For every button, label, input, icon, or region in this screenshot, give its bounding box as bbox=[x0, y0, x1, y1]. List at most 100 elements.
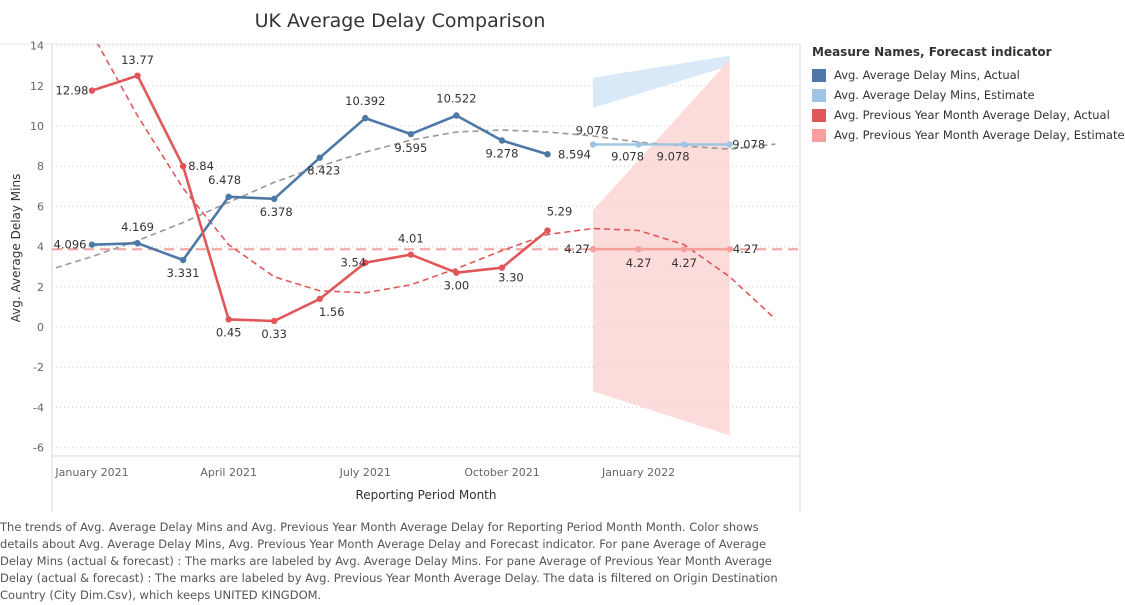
y-tick-label: 0 bbox=[37, 321, 44, 334]
series-line bbox=[91, 74, 549, 323]
y-tick-label: 4 bbox=[37, 241, 44, 254]
data-label: 6.378 bbox=[260, 205, 293, 219]
data-label: 10.522 bbox=[436, 92, 476, 106]
x-tick-label: January 2021 bbox=[54, 466, 128, 479]
x-tick-label: July 2021 bbox=[339, 466, 391, 479]
y-tick-label: 2 bbox=[37, 281, 44, 294]
y-axis-title: Avg. Average Delay Mins bbox=[9, 174, 23, 323]
y-tick-label: 6 bbox=[37, 200, 44, 213]
y-tick-label: -2 bbox=[33, 361, 44, 374]
data-point bbox=[316, 295, 323, 303]
data-label: 3.00 bbox=[444, 279, 470, 293]
legend-item[interactable]: Avg. Average Delay Mins, Estimate bbox=[812, 85, 1122, 105]
data-label: 13.77 bbox=[121, 53, 154, 67]
data-point bbox=[271, 317, 278, 325]
data-label: 3.54 bbox=[340, 256, 366, 270]
chart-title: UK Average Delay Comparison bbox=[255, 10, 546, 32]
x-tick-label: April 2021 bbox=[200, 466, 257, 479]
data-point bbox=[589, 246, 597, 253]
legend-label: Avg. Previous Year Month Average Delay, … bbox=[834, 108, 1110, 122]
data-point bbox=[680, 246, 688, 253]
data-point bbox=[544, 151, 551, 158]
data-point bbox=[407, 130, 415, 138]
data-label: 5.29 bbox=[547, 205, 573, 219]
data-label: 9.278 bbox=[485, 147, 518, 161]
data-point bbox=[589, 141, 597, 148]
y-tick-label: 8 bbox=[37, 160, 44, 173]
x-tick-label: January 2022 bbox=[601, 466, 675, 479]
data-label: 9.078 bbox=[576, 124, 609, 138]
data-point bbox=[680, 141, 688, 148]
data-point bbox=[362, 259, 369, 266]
data-point bbox=[453, 112, 460, 119]
data-point bbox=[179, 163, 187, 170]
data-label: 4.096 bbox=[54, 238, 87, 252]
data-label: 6.478 bbox=[208, 173, 241, 187]
legend-title: Measure Names, Forecast indicator bbox=[812, 45, 1052, 59]
data-point bbox=[316, 154, 323, 161]
data-point bbox=[453, 269, 460, 276]
data-label: 9.078 bbox=[657, 150, 690, 164]
data-point bbox=[635, 141, 642, 148]
legend-label: Avg. Average Delay Mins, Estimate bbox=[834, 88, 1035, 102]
data-label: 3.30 bbox=[498, 271, 524, 285]
data-label: 8.594 bbox=[558, 147, 591, 161]
data-label: 9.078 bbox=[611, 150, 644, 164]
forecast-band bbox=[593, 59, 730, 436]
legend-swatch bbox=[812, 128, 826, 142]
data-point bbox=[134, 72, 141, 79]
data-label: 4.01 bbox=[398, 232, 424, 246]
legend-swatch bbox=[812, 108, 826, 122]
x-axis-title: Reporting Period Month bbox=[356, 488, 497, 502]
data-point bbox=[407, 251, 415, 258]
data-labels: 4.096 4.169 3.331 6.478 6.378 8.423 10.392 9.59… bbox=[54, 53, 766, 341]
chart-caption: The trends of Avg. Average Delay Mins an… bbox=[0, 520, 778, 602]
x-tick-label: October 2021 bbox=[464, 466, 540, 479]
legend-item[interactable]: Avg. Previous Year Month Average Delay, … bbox=[812, 125, 1125, 145]
data-point bbox=[498, 137, 506, 144]
legend-swatch bbox=[812, 68, 826, 82]
y-tick-label: -4 bbox=[33, 401, 44, 414]
data-label: 10.392 bbox=[345, 94, 385, 108]
y-tick-label: 12 bbox=[30, 80, 44, 93]
x-axis: January 2021 April 2021 July 2021 October 2… bbox=[54, 466, 675, 479]
data-label: 1.56 bbox=[319, 305, 345, 319]
y-tick-label: 14 bbox=[30, 40, 44, 53]
data-label: 3.331 bbox=[167, 266, 200, 280]
grid-lines bbox=[52, 45, 800, 449]
data-label: 8.84 bbox=[188, 159, 214, 173]
data-point bbox=[726, 141, 733, 148]
data-points bbox=[88, 72, 733, 325]
series-line bbox=[91, 114, 548, 262]
data-point bbox=[225, 193, 232, 200]
data-label: 8.423 bbox=[307, 164, 340, 178]
y-tick-label: -6 bbox=[33, 442, 44, 455]
data-label: 4.27 bbox=[564, 242, 590, 256]
line-chart: UK Average Delay Comparison 4.096 4.169 3.… bbox=[0, 10, 801, 512]
data-point bbox=[88, 241, 96, 248]
legend-item[interactable]: Avg. Average Delay Mins, Actual bbox=[812, 65, 1122, 85]
y-axis: 14 12 10 8 6 4 2 0 -2 -4 -6 bbox=[30, 40, 44, 455]
legend-label: Avg. Previous Year Month Average Delay, … bbox=[834, 128, 1125, 142]
data-point bbox=[88, 87, 96, 94]
data-point bbox=[179, 256, 187, 264]
data-label: 4.27 bbox=[733, 242, 759, 256]
data-label: 4.27 bbox=[626, 256, 652, 270]
data-point bbox=[726, 246, 733, 253]
data-point bbox=[225, 316, 232, 323]
trend-line bbox=[96, 44, 776, 320]
data-point bbox=[544, 227, 551, 234]
data-label: 9.595 bbox=[394, 141, 427, 155]
data-label: 9.078 bbox=[732, 138, 765, 152]
data-label: 12.98 bbox=[56, 84, 89, 98]
plot-area bbox=[0, 43, 801, 512]
legend: Measure Names, Forecast indicator Avg. A… bbox=[812, 45, 1125, 145]
forecast-bands bbox=[52, 55, 800, 436]
data-label: 4.27 bbox=[671, 256, 697, 270]
data-label: 0.45 bbox=[216, 325, 242, 339]
legend-label: Avg. Average Delay Mins, Actual bbox=[834, 68, 1020, 82]
data-point bbox=[635, 246, 642, 253]
data-point bbox=[134, 240, 141, 247]
legend-item[interactable]: Avg. Previous Year Month Average Delay, … bbox=[812, 105, 1122, 125]
y-tick-label: 10 bbox=[30, 120, 44, 133]
